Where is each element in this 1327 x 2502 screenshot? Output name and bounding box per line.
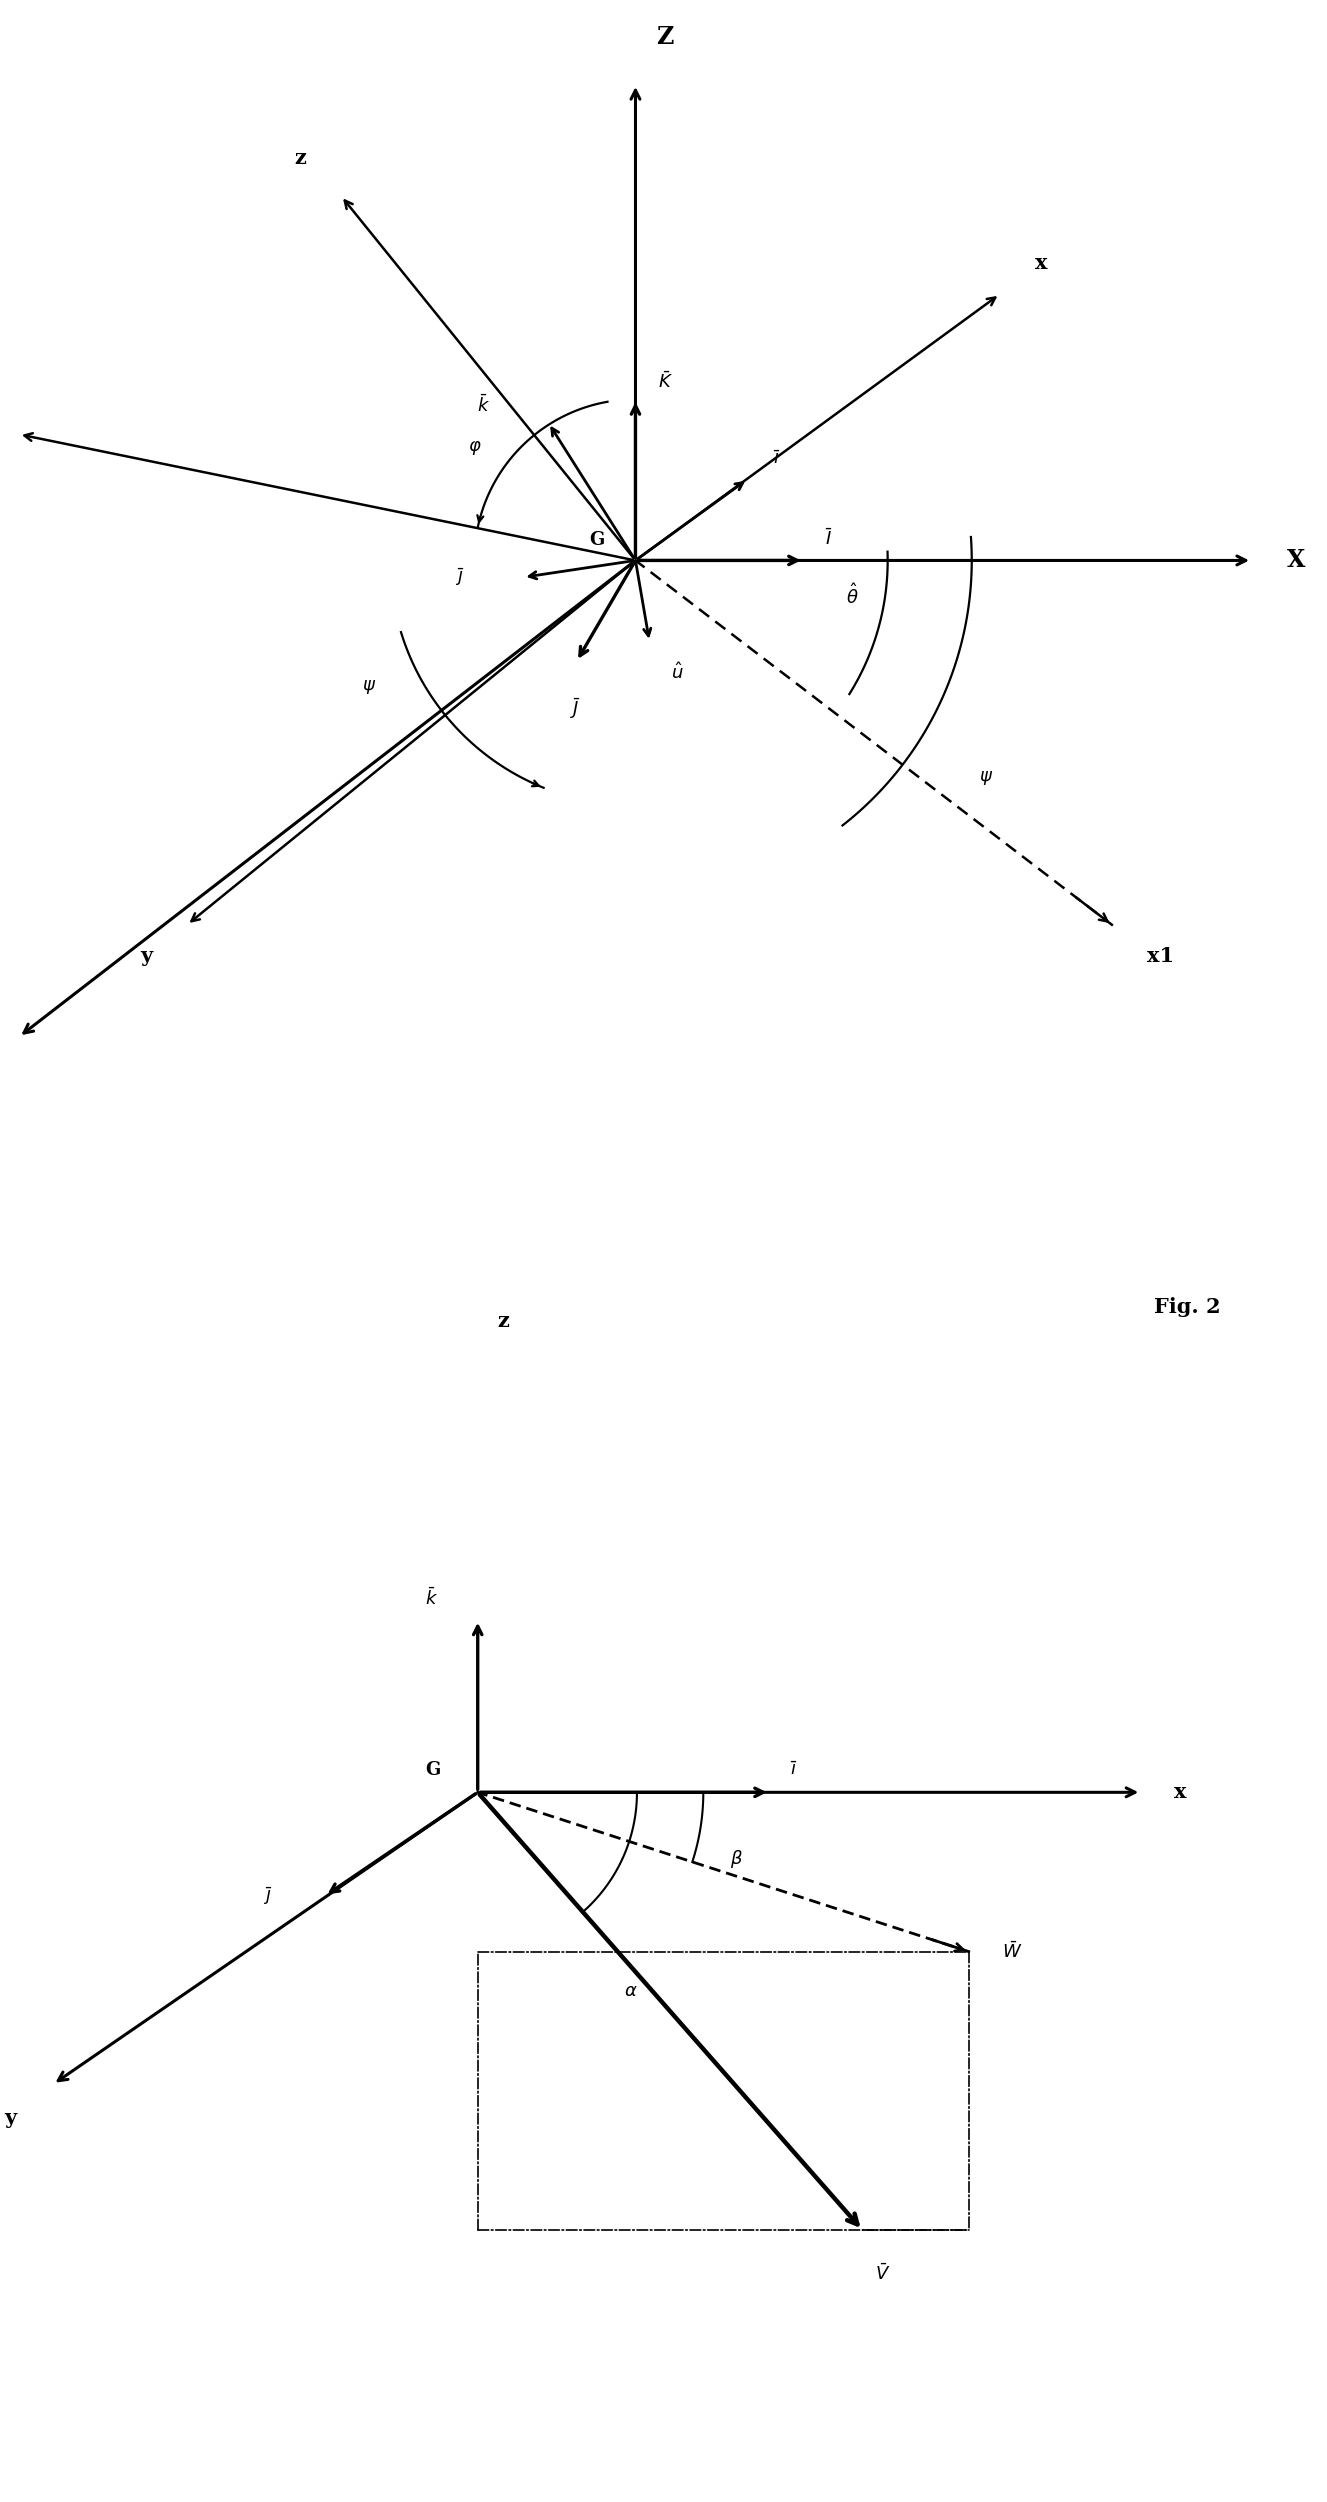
Text: $\bar{k}$: $\bar{k}$ [425,1589,438,1609]
Text: x: x [1174,1781,1186,1801]
Text: $\bar{\imath}$: $\bar{\imath}$ [772,450,780,468]
Text: $\hat{\theta}$: $\hat{\theta}$ [847,583,859,608]
Text: Fig. 2: Fig. 2 [1154,1296,1221,1316]
Text: $\bar{k}$: $\bar{k}$ [476,395,490,415]
Text: $\psi$: $\psi$ [979,768,993,786]
Text: y: y [4,2109,16,2129]
Text: $\alpha$: $\alpha$ [624,1982,637,2002]
Text: $\bar{I}$: $\bar{I}$ [824,528,832,550]
Text: $\bar{\jmath}$: $\bar{\jmath}$ [455,565,464,588]
Text: $\varphi$: $\varphi$ [467,440,482,458]
Text: z: z [295,148,307,168]
Text: $\bar{V}$: $\bar{V}$ [874,2264,890,2284]
Text: X: X [1287,548,1306,573]
Text: $\bar{W}$: $\bar{W}$ [1002,1942,1022,1962]
Text: $\beta$: $\beta$ [730,1846,743,1869]
Text: G: G [426,1761,441,1779]
Text: $\hat{u}$: $\hat{u}$ [670,663,683,683]
Text: G: G [589,530,605,550]
Text: $\bar{\jmath}$: $\bar{\jmath}$ [263,1884,272,1907]
Text: z: z [498,1311,510,1331]
Text: $\bar{J}$: $\bar{J}$ [569,696,580,721]
Text: $\psi$: $\psi$ [362,678,377,696]
Text: $\bar{\imath}$: $\bar{\imath}$ [790,1761,798,1779]
Text: Z: Z [657,25,674,50]
Text: x1: x1 [1147,946,1174,966]
Text: $\bar{K}$: $\bar{K}$ [658,373,673,393]
Text: x: x [1035,253,1047,273]
Text: y: y [139,946,153,966]
